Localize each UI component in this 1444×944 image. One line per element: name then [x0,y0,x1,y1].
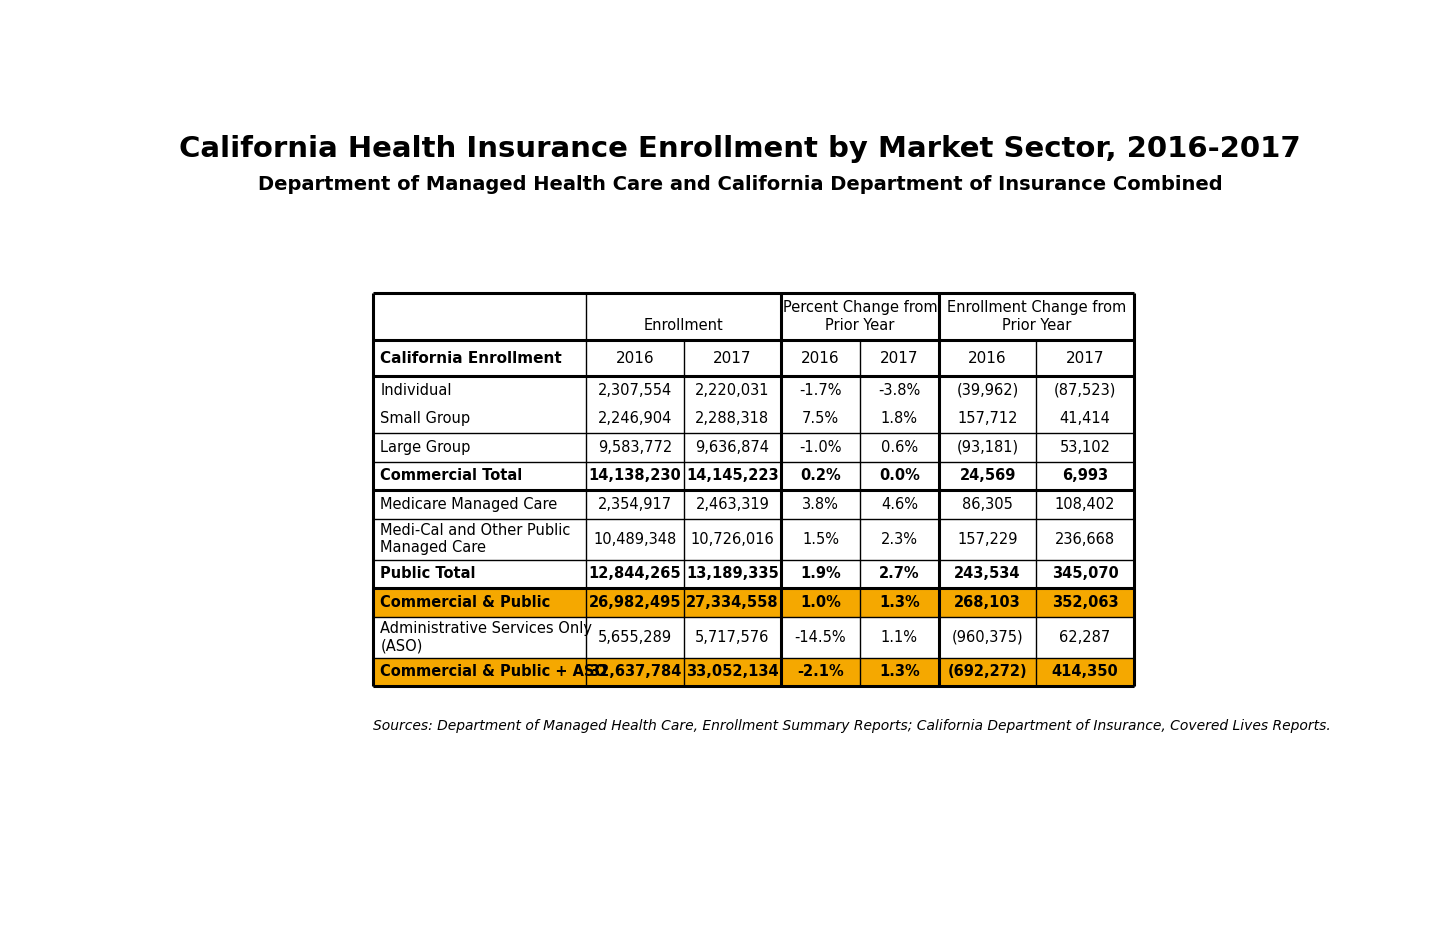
Text: 14,138,230: 14,138,230 [589,468,682,483]
Text: -2.1%: -2.1% [797,665,843,680]
Text: Percent Change from
Prior Year: Percent Change from Prior Year [783,300,937,333]
Text: 24,569: 24,569 [959,468,1015,483]
Text: 0.2%: 0.2% [800,468,840,483]
Text: 1.5%: 1.5% [801,531,839,547]
Text: Commercial Total: Commercial Total [380,468,523,483]
Text: Large Group: Large Group [380,440,471,455]
Text: 108,402: 108,402 [1054,497,1115,512]
Text: 2,288,318: 2,288,318 [695,412,770,427]
Text: Individual: Individual [380,383,452,398]
Text: 2.3%: 2.3% [881,531,918,547]
Text: 345,070: 345,070 [1051,566,1119,582]
Bar [373,462,1134,490]
Text: 0.0%: 0.0% [879,468,920,483]
Text: 5,655,289: 5,655,289 [598,630,671,645]
Text: 2017: 2017 [881,350,918,365]
Text: 2017: 2017 [1066,350,1105,365]
Text: 2.7%: 2.7% [879,566,920,582]
Text: (87,523): (87,523) [1054,383,1116,398]
Text: Administrative Services Only
(ASO): Administrative Services Only (ASO) [380,621,592,653]
Text: -1.7%: -1.7% [800,383,842,398]
Text: California Enrollment: California Enrollment [380,350,562,365]
Text: 1.9%: 1.9% [800,566,840,582]
Text: (692,272): (692,272) [947,665,1027,680]
Text: 3.8%: 3.8% [801,497,839,512]
Text: 2,220,031: 2,220,031 [695,383,770,398]
Text: 1.3%: 1.3% [879,595,920,610]
Text: Medicare Managed Care: Medicare Managed Care [380,497,557,512]
Text: 352,063: 352,063 [1051,595,1118,610]
Text: Commercial & Public + ASO: Commercial & Public + ASO [380,665,608,680]
Text: 27,334,558: 27,334,558 [686,595,778,610]
Text: 9,583,772: 9,583,772 [598,440,671,455]
Bar [373,560,1134,588]
Text: Small Group: Small Group [380,412,471,427]
Text: 2,307,554: 2,307,554 [598,383,671,398]
Text: 10,489,348: 10,489,348 [593,531,677,547]
Bar [373,294,1134,340]
Text: 2016: 2016 [615,350,654,365]
Text: 1.1%: 1.1% [881,630,918,645]
Text: 1.0%: 1.0% [800,595,840,610]
Bar [373,588,1134,616]
Text: 2017: 2017 [713,350,751,365]
Bar [373,340,1134,377]
Text: 12,844,265: 12,844,265 [589,566,682,582]
Text: 9,636,874: 9,636,874 [696,440,770,455]
Text: 2,463,319: 2,463,319 [696,497,770,512]
Text: 2,246,904: 2,246,904 [598,412,671,427]
Text: 13,189,335: 13,189,335 [686,566,778,582]
Bar [373,658,1134,686]
Text: 86,305: 86,305 [962,497,1014,512]
Text: 4.6%: 4.6% [881,497,918,512]
Text: 26,982,495: 26,982,495 [589,595,682,610]
Text: 0.6%: 0.6% [881,440,918,455]
Text: Department of Managed Health Care and California Department of Insurance Combine: Department of Managed Health Care and Ca… [257,175,1223,194]
Text: 157,712: 157,712 [957,412,1018,427]
Text: 32,637,784: 32,637,784 [589,665,682,680]
Bar [373,518,1134,560]
Text: Enrollment: Enrollment [644,318,723,333]
Text: -14.5%: -14.5% [794,630,846,645]
Text: 6,993: 6,993 [1061,468,1108,483]
Text: 5,717,576: 5,717,576 [695,630,770,645]
Text: 414,350: 414,350 [1051,665,1119,680]
Text: 268,103: 268,103 [954,595,1021,610]
Text: -1.0%: -1.0% [800,440,842,455]
Text: Sources: Department of Managed Health Care, Enrollment Summary Reports; Californ: Sources: Department of Managed Health Ca… [373,719,1330,733]
Text: 236,668: 236,668 [1056,531,1115,547]
Bar [373,377,1134,405]
Text: 62,287: 62,287 [1060,630,1110,645]
Bar [373,616,1134,658]
Text: 1.3%: 1.3% [879,665,920,680]
Text: (39,962): (39,962) [956,383,1018,398]
Text: 157,229: 157,229 [957,531,1018,547]
Text: Enrollment Change from
Prior Year: Enrollment Change from Prior Year [947,300,1126,333]
Text: 7.5%: 7.5% [801,412,839,427]
Bar [373,433,1134,462]
Text: 33,052,134: 33,052,134 [686,665,778,680]
Text: 2016: 2016 [801,350,840,365]
Text: Commercial & Public: Commercial & Public [380,595,550,610]
Text: 41,414: 41,414 [1060,412,1110,427]
Text: Public Total: Public Total [380,566,477,582]
Bar [373,490,1134,518]
Text: (960,375): (960,375) [952,630,1024,645]
Text: 1.8%: 1.8% [881,412,918,427]
Text: California Health Insurance Enrollment by Market Sector, 2016-2017: California Health Insurance Enrollment b… [179,135,1301,162]
Text: 14,145,223: 14,145,223 [686,468,778,483]
Bar [373,405,1134,433]
Text: 2,354,917: 2,354,917 [598,497,671,512]
Text: 2016: 2016 [969,350,1006,365]
Text: 10,726,016: 10,726,016 [690,531,774,547]
Text: 243,534: 243,534 [954,566,1021,582]
Text: (93,181): (93,181) [956,440,1018,455]
Text: 53,102: 53,102 [1060,440,1110,455]
Text: Medi-Cal and Other Public
Managed Care: Medi-Cal and Other Public Managed Care [380,523,570,555]
Text: -3.8%: -3.8% [878,383,920,398]
